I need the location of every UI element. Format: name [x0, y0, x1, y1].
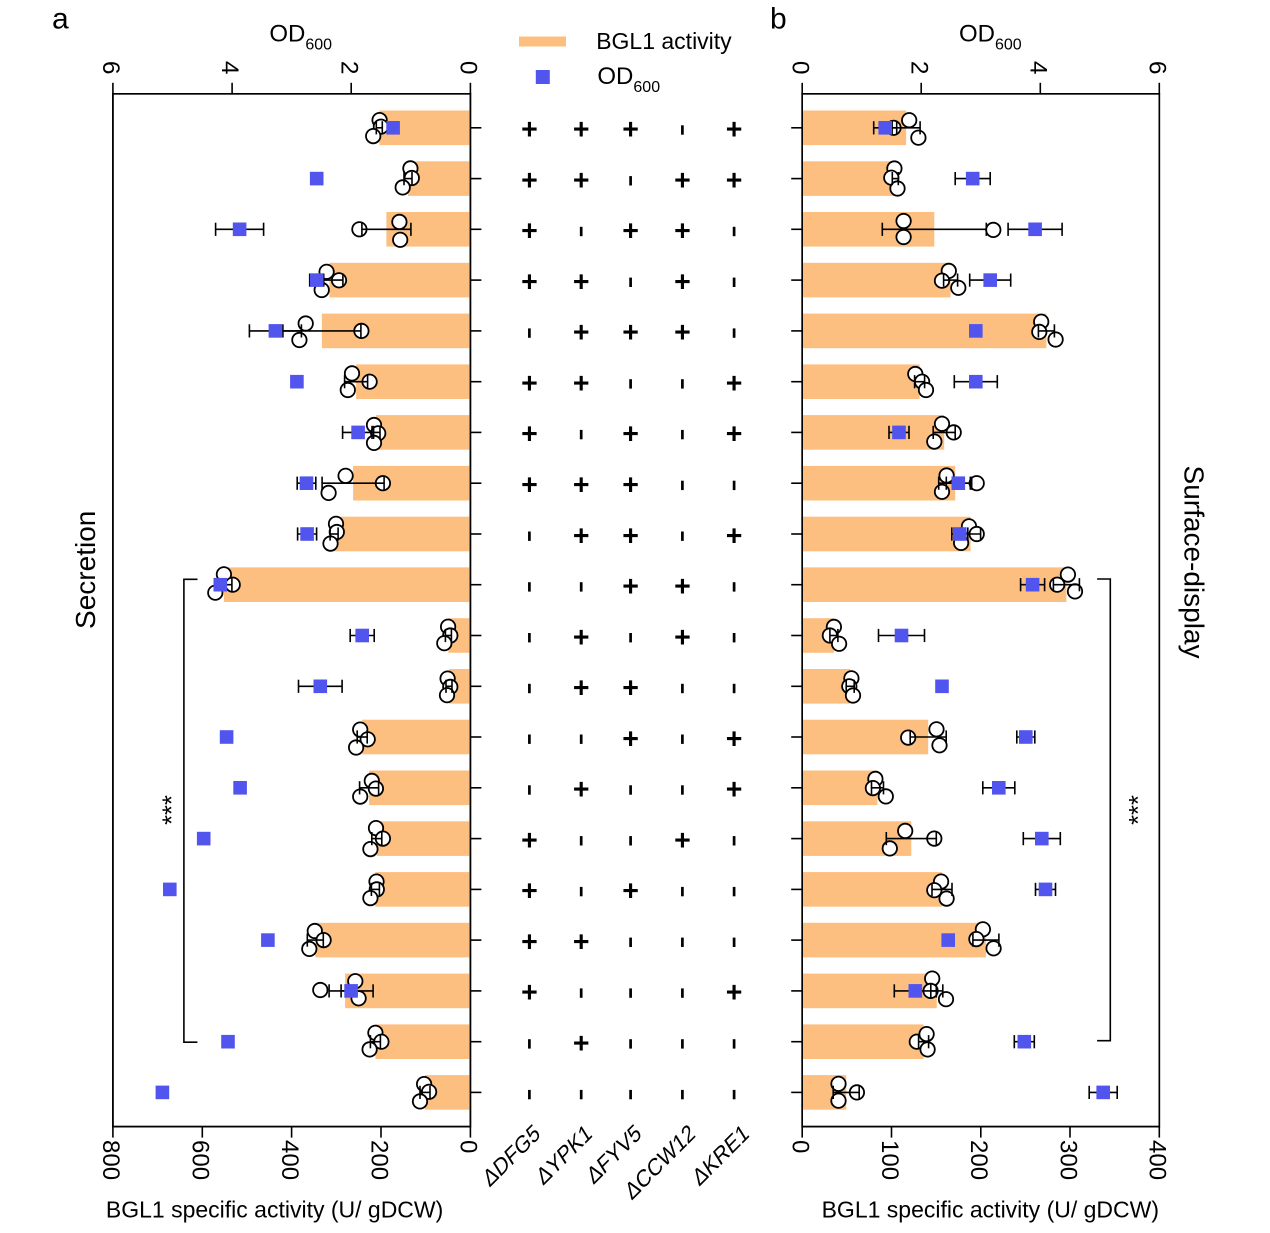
svg-text:200: 200 — [365, 1140, 392, 1180]
svg-text:+: + — [622, 673, 639, 705]
svg-text:300: 300 — [1054, 1140, 1081, 1180]
svg-text:BGL1 activity: BGL1 activity — [596, 28, 732, 54]
svg-text:b: b — [770, 3, 787, 36]
svg-text:6: 6 — [1143, 61, 1170, 75]
svg-text:+: + — [521, 368, 538, 400]
svg-text:6: 6 — [97, 61, 124, 75]
svg-text:+: + — [622, 114, 639, 146]
svg-text:+: + — [726, 774, 743, 806]
svg-text:+: + — [674, 266, 691, 298]
svg-text:+: + — [521, 977, 538, 1009]
svg-text:2: 2 — [905, 61, 932, 75]
svg-text:0: 0 — [455, 1140, 482, 1153]
svg-text:+: + — [726, 419, 743, 451]
svg-text:a: a — [52, 3, 69, 36]
svg-text:Secretion: Secretion — [70, 511, 101, 629]
svg-text:BGL1 specific activity (U/ gDC: BGL1 specific activity (U/ gDCW) — [822, 1196, 1159, 1222]
svg-text:***: *** — [158, 795, 186, 825]
svg-text:+: + — [573, 317, 590, 349]
svg-text:+: + — [622, 571, 639, 603]
svg-text:+: + — [674, 317, 691, 349]
svg-text:0: 0 — [787, 1140, 814, 1153]
svg-text:+: + — [726, 165, 743, 197]
svg-text:+: + — [674, 165, 691, 197]
svg-text:+: + — [622, 520, 639, 552]
svg-text:+: + — [521, 114, 538, 146]
svg-text:***: *** — [1125, 795, 1153, 825]
svg-text:+: + — [674, 216, 691, 248]
svg-text:+: + — [674, 825, 691, 857]
svg-text:+: + — [674, 622, 691, 654]
svg-text:+: + — [573, 622, 590, 654]
svg-text:+: + — [622, 317, 639, 349]
svg-text:+: + — [521, 825, 538, 857]
svg-text:4: 4 — [216, 61, 243, 75]
svg-text:+: + — [573, 165, 590, 197]
svg-text:+: + — [726, 723, 743, 755]
svg-text:+: + — [521, 470, 538, 502]
svg-text:+: + — [726, 114, 743, 146]
svg-text:+: + — [622, 470, 639, 502]
svg-text:+: + — [726, 977, 743, 1009]
svg-text:+: + — [573, 774, 590, 806]
svg-text:+: + — [521, 216, 538, 248]
svg-text:+: + — [674, 571, 691, 603]
svg-text:600: 600 — [187, 1140, 214, 1180]
svg-text:2: 2 — [335, 61, 362, 75]
svg-text:+: + — [573, 673, 590, 705]
svg-text:+: + — [573, 520, 590, 552]
svg-text:+: + — [622, 723, 639, 755]
svg-text:+: + — [521, 926, 538, 958]
svg-text:+: + — [521, 419, 538, 451]
svg-text:+: + — [573, 368, 590, 400]
svg-text:+: + — [726, 368, 743, 400]
svg-text:0: 0 — [786, 61, 813, 75]
svg-text:Surface-display: Surface-display — [1179, 466, 1210, 659]
svg-text:+: + — [726, 520, 743, 552]
svg-text:+: + — [573, 1028, 590, 1060]
svg-text:100: 100 — [876, 1140, 903, 1180]
svg-text:+: + — [573, 114, 590, 146]
svg-text:+: + — [573, 266, 590, 298]
svg-text:200: 200 — [965, 1140, 992, 1180]
svg-text:400: 400 — [276, 1140, 303, 1180]
svg-text:+: + — [521, 266, 538, 298]
svg-text:BGL1 specific activity (U/ gDC: BGL1 specific activity (U/ gDCW) — [106, 1196, 443, 1222]
svg-text:+: + — [622, 419, 639, 451]
svg-text:+: + — [573, 470, 590, 502]
svg-text:+: + — [622, 876, 639, 908]
svg-text:+: + — [573, 926, 590, 958]
svg-text:+: + — [521, 165, 538, 197]
svg-text:0: 0 — [455, 61, 482, 75]
svg-text:4: 4 — [1024, 61, 1051, 75]
svg-text:800: 800 — [97, 1140, 124, 1180]
svg-text:+: + — [521, 876, 538, 908]
svg-text:400: 400 — [1144, 1140, 1171, 1180]
svg-text:+: + — [622, 216, 639, 248]
